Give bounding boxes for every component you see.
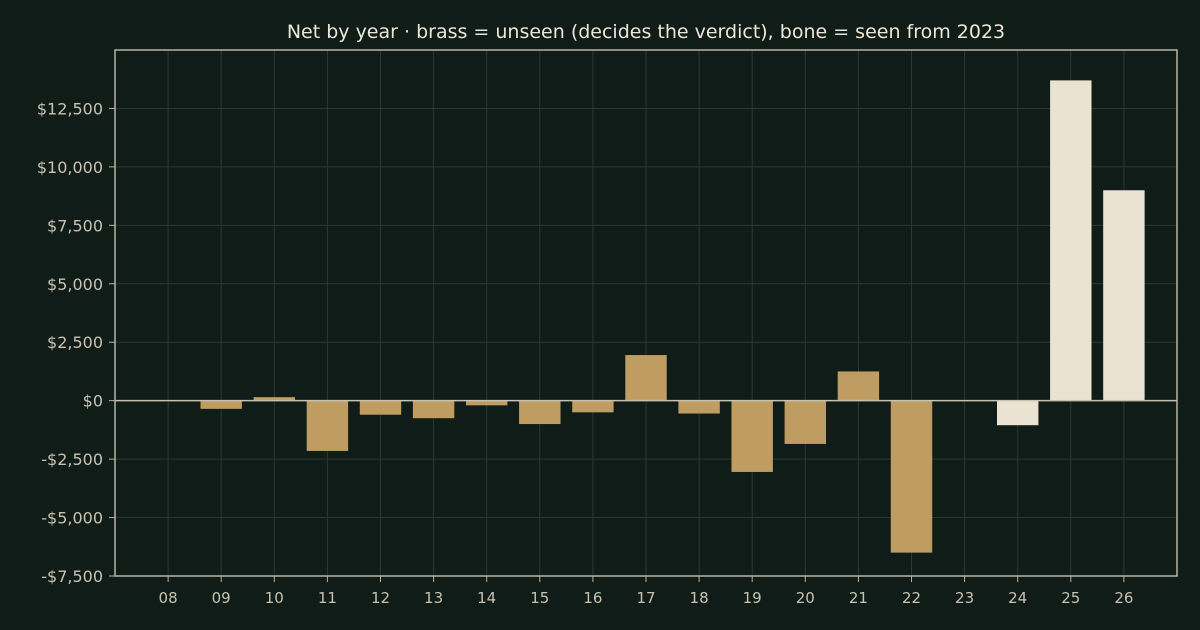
- plot-frame: [114, 49, 1178, 577]
- y-tick-label: -$7,500: [41, 567, 103, 586]
- bar-09: [200, 400, 242, 409]
- x-tick-label: 17: [636, 589, 655, 607]
- x-tick-label: 21: [849, 589, 868, 607]
- bar-21: [837, 371, 880, 401]
- x-tick-label: 15: [530, 589, 549, 607]
- bar-20: [784, 400, 827, 444]
- bar-14: [465, 400, 508, 406]
- bar-11: [306, 400, 349, 451]
- x-tick-label: 16: [583, 589, 602, 607]
- bar-16: [572, 400, 614, 413]
- x-tick-label: 24: [1008, 589, 1027, 607]
- y-tick-label: -$5,000: [41, 509, 103, 528]
- y-tick-label: $12,500: [37, 99, 103, 118]
- x-tick-label: 25: [1061, 589, 1080, 607]
- bar-17: [625, 355, 667, 401]
- bar-15: [519, 400, 561, 425]
- x-tick-label: 08: [159, 589, 178, 607]
- x-tick-label: 10: [265, 589, 284, 607]
- x-tick-label: 26: [1114, 589, 1133, 607]
- y-tick-label: $7,500: [47, 216, 103, 235]
- bar-26: [1103, 190, 1145, 401]
- bar-18: [678, 400, 720, 414]
- x-tick-label: 19: [743, 589, 762, 607]
- y-axis-ticks: -$7,500 -$5,000 -$2,500 $0 $2,500 $5,000 $7,50…: [37, 99, 115, 586]
- y-tick-label: $0: [83, 392, 103, 411]
- y-tick-label: $10,000: [37, 158, 103, 177]
- y-tick-label: -$2,500: [41, 450, 103, 469]
- bar-12: [359, 400, 402, 415]
- chart-title: Net by year · brass = unseen (decides th…: [287, 21, 1005, 43]
- bar-19: [731, 400, 773, 472]
- gridlines: [115, 50, 1177, 577]
- x-tick-label: 12: [371, 589, 390, 607]
- bar-13: [412, 400, 455, 419]
- bar-24: [996, 400, 1039, 426]
- y-tick-label: $5,000: [47, 275, 103, 294]
- x-axis-ticks: 08 09 10 11 12 13 14 15 16 17 18 19 20 21 22 23 24 25 26: [159, 576, 1133, 607]
- x-tick-label: 14: [477, 589, 496, 607]
- bar-25: [1050, 80, 1092, 401]
- x-tick-label: 23: [955, 589, 974, 607]
- y-tick-label: $2,500: [47, 333, 103, 352]
- x-tick-label: 18: [690, 589, 709, 607]
- bars: [200, 80, 1145, 553]
- x-tick-label: 20: [796, 589, 815, 607]
- bar-22: [890, 400, 933, 553]
- x-tick-label: 22: [902, 589, 921, 607]
- x-tick-label: 13: [424, 589, 443, 607]
- bar-10: [253, 397, 296, 401]
- x-tick-label: 09: [212, 589, 231, 607]
- x-tick-label: 11: [318, 589, 337, 607]
